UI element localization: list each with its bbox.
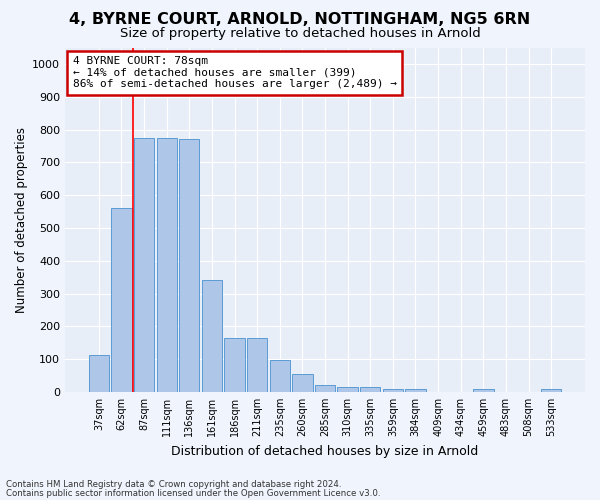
Bar: [541, 390, 562, 392]
Bar: [179, 140, 199, 392]
Text: Contains public sector information licensed under the Open Government Licence v3: Contains public sector information licen…: [6, 488, 380, 498]
Text: Contains HM Land Registry data © Crown copyright and database right 2024.: Contains HM Land Registry data © Crown c…: [6, 480, 341, 489]
Bar: [406, 388, 425, 392]
Bar: [360, 387, 380, 392]
X-axis label: Distribution of detached houses by size in Arnold: Distribution of detached houses by size …: [172, 444, 479, 458]
Text: 4 BYRNE COURT: 78sqm
← 14% of detached houses are smaller (399)
86% of semi-deta: 4 BYRNE COURT: 78sqm ← 14% of detached h…: [73, 56, 397, 90]
Bar: [269, 360, 290, 392]
Bar: [89, 355, 109, 392]
Bar: [383, 388, 403, 392]
Bar: [247, 338, 268, 392]
Y-axis label: Number of detached properties: Number of detached properties: [15, 126, 28, 312]
Bar: [202, 280, 222, 392]
Bar: [337, 387, 358, 392]
Bar: [315, 386, 335, 392]
Bar: [157, 138, 177, 392]
Bar: [224, 338, 245, 392]
Bar: [292, 374, 313, 392]
Bar: [111, 208, 131, 392]
Text: 4, BYRNE COURT, ARNOLD, NOTTINGHAM, NG5 6RN: 4, BYRNE COURT, ARNOLD, NOTTINGHAM, NG5 …: [70, 12, 530, 28]
Bar: [134, 138, 154, 392]
Bar: [473, 390, 494, 392]
Text: Size of property relative to detached houses in Arnold: Size of property relative to detached ho…: [119, 28, 481, 40]
